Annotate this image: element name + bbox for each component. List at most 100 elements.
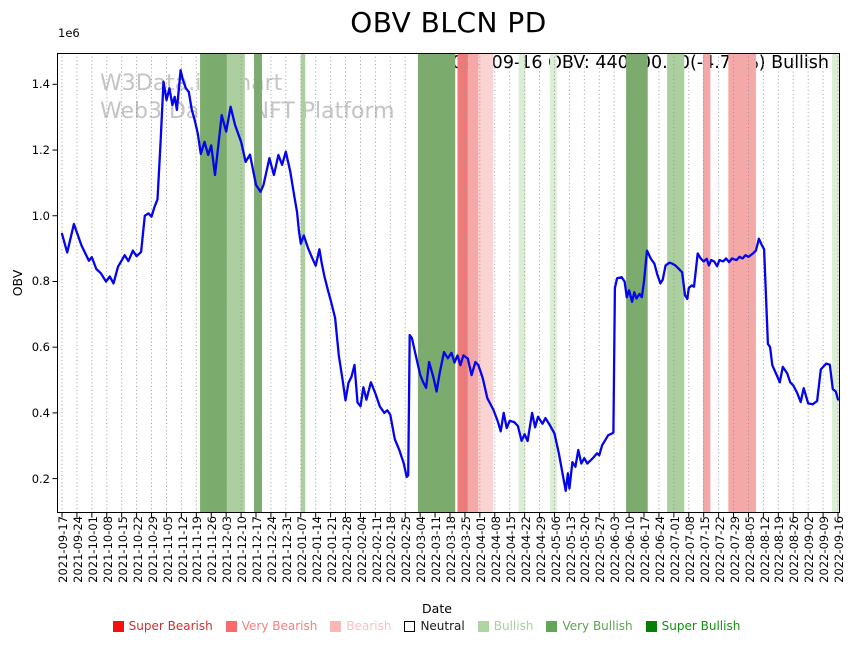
signal-band-very-bullish [417, 53, 456, 513]
legend-item-very-bullish: Very Bullish [546, 619, 633, 633]
x-tick-label: 2022-06-17 [638, 516, 652, 583]
signal-band-very-bullish [626, 53, 648, 513]
y-tick-label: 1.4 [31, 77, 50, 92]
x-tick-label: 2022-02-25 [399, 516, 414, 583]
x-tick-label: 2022-07-15 [697, 516, 712, 583]
x-tick-label: 2022-02-04 [354, 516, 369, 583]
plot-svg [52, 53, 840, 518]
x-tick-label: 2021-11-05 [160, 516, 175, 583]
x-tick-label: 2022-07-22 [712, 516, 727, 583]
signal-band-bullish [667, 53, 685, 513]
x-tick-label: 2022-07-01 [667, 516, 682, 583]
x-tick-label: 2022-01-21 [324, 516, 339, 583]
x-tick-label: 2021-12-24 [264, 516, 279, 583]
x-tick-label: 2022-08-26 [787, 516, 802, 583]
x-tick-label: 2022-06-03 [608, 516, 623, 583]
legend-label: Bearish [346, 619, 392, 633]
y-tick-label: 0.2 [31, 471, 50, 486]
x-tick-label: 2022-08-19 [772, 516, 787, 583]
x-tick-label: 2022-03-25 [458, 516, 473, 583]
x-tick-label: 2021-11-26 [205, 516, 220, 583]
legend-item-bullish: Bullish [477, 619, 534, 633]
x-tick-label: 2022-05-06 [548, 516, 563, 583]
x-tick-label: 2021-10-22 [130, 516, 145, 583]
legend-item-super-bullish: Super Bullish [645, 619, 741, 633]
legend-swatch-icon [645, 620, 657, 632]
watermark-line-1: W3Data.io Chart [100, 71, 283, 96]
signal-band-bearish [728, 53, 756, 513]
legend-swatch-icon [546, 620, 558, 632]
x-tick-label: 2022-09-16 [832, 516, 846, 583]
x-tick-label: 2021-12-17 [250, 516, 264, 583]
x-axis-title: Date [422, 601, 452, 616]
x-tick-label: 2022-01-07 [294, 516, 309, 583]
signal-legend: Super Bearish Very Bearish Bearish Neutral B… [0, 619, 853, 633]
x-tick-label: 2021-10-01 [85, 516, 100, 583]
x-tick-label: 2022-04-08 [488, 516, 503, 583]
x-tick-label: 2022-01-14 [309, 516, 324, 583]
legend-item-super-bearish: Super Bearish [112, 619, 213, 633]
legend-swatch-icon [477, 620, 489, 632]
x-tick-label: 2021-10-29 [145, 516, 160, 583]
legend-label: Super Bearish [128, 619, 213, 633]
x-tick-label: 2022-08-12 [757, 516, 772, 583]
legend-label: Bullish [493, 619, 534, 633]
x-tick-label: 2022-04-22 [518, 516, 533, 583]
x-tick-label: 2021-11-12 [175, 516, 190, 583]
y-tick-label: 0.6 [31, 340, 50, 355]
legend-swatch-icon [330, 620, 342, 632]
signal-band-bearish [467, 53, 479, 513]
legend-label: Neutral [420, 619, 465, 633]
y-tick-label: 0.4 [31, 405, 50, 420]
x-tick-label: 2022-08-05 [742, 516, 757, 583]
x-tick-label: 2022-04-29 [533, 516, 548, 583]
x-tick-label: 2022-01-28 [339, 516, 354, 583]
signal-band-bearish [702, 53, 711, 513]
signal-band-very-bearish [457, 53, 468, 513]
x-tick-label: 2021-10-15 [115, 516, 130, 583]
x-tick-label: 2022-05-20 [578, 516, 593, 583]
signal-band-very-bullish [254, 53, 262, 513]
watermark: W3Data.io Chart Web3 Data & NFT Platform [100, 70, 395, 126]
axes-frame [57, 53, 840, 513]
x-tick-label: 2022-06-24 [652, 516, 667, 583]
signal-band-bullish-faint [518, 53, 526, 513]
legend-label: Very Bearish [241, 619, 318, 633]
x-tick-label: 2022-05-13 [563, 516, 578, 583]
x-tick-label: 2022-03-11 [429, 516, 444, 583]
x-tick-label: 2022-02-11 [369, 516, 384, 583]
obv-line [60, 69, 840, 492]
y-axis-offset-label: 1e6 [58, 26, 80, 40]
legend-swatch-icon [112, 620, 124, 632]
x-tick-label: 2022-07-29 [727, 516, 742, 583]
y-tick-label: 1.0 [31, 208, 50, 223]
legend-item-very-bearish: Very Bearish [225, 619, 318, 633]
y-tick-label: 0.8 [31, 274, 50, 289]
signal-band-bullish [300, 53, 306, 513]
x-tick-label: 2022-02-18 [384, 516, 399, 583]
legend-item-bearish: Bearish [330, 619, 391, 633]
x-tick-label: 2022-06-10 [623, 516, 638, 583]
x-tick-label: 2022-09-09 [817, 516, 832, 583]
x-tick-label: 2021-09-24 [70, 516, 85, 583]
x-tick-label: 2021-09-17 [56, 516, 70, 583]
x-tick-label: 2022-04-15 [503, 516, 518, 583]
legend-item-neutral: Neutral [404, 619, 465, 633]
legend-swatch-icon [404, 620, 416, 632]
signal-band-bullish-faint [832, 53, 839, 513]
x-tick-label: 2021-10-08 [100, 516, 115, 583]
legend-label: Super Bullish [661, 619, 741, 633]
x-tick-label: 2022-09-02 [802, 516, 817, 583]
plot-area [52, 53, 840, 518]
x-tick-label: 2022-04-01 [473, 516, 488, 583]
x-tick-label: 2021-12-03 [220, 516, 235, 583]
x-tick-label: 2021-11-19 [190, 516, 205, 583]
x-tick-label: 2021-12-10 [235, 516, 250, 583]
x-tick-label: 2022-03-04 [414, 516, 429, 583]
signal-band-bearish-light [478, 53, 494, 513]
signal-band-bullish-faint [549, 53, 557, 513]
chart-title: OBV BLCN PD [350, 6, 547, 39]
x-tick-label: 2021-12-31 [279, 516, 294, 583]
legend-swatch-icon [225, 620, 237, 632]
